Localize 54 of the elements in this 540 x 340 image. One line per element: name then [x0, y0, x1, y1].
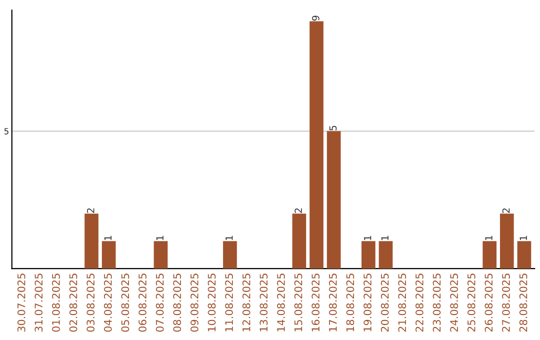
bar: [310, 21, 324, 269]
bar: [378, 241, 393, 269]
bar: [482, 241, 497, 269]
x-tick-label: 30.07.2025: [17, 274, 26, 332]
data-label: 1: [104, 236, 112, 240]
bar: [84, 214, 98, 269]
x-tick-label: 10.08.2025: [208, 274, 216, 332]
x-tick-label: 21.08.2025: [398, 274, 406, 332]
x-tick-label: 05.08.2025: [121, 274, 130, 332]
data-label: 2: [86, 208, 94, 213]
data-label: 1: [381, 236, 388, 240]
data-label: 1: [364, 236, 372, 240]
x-tick-label: 06.08.2025: [138, 274, 146, 332]
x-tick-label: 24.08.2025: [450, 274, 458, 332]
x-tick-label: 13.08.2025: [260, 274, 268, 332]
x-tick-label: 26.08.2025: [484, 274, 493, 332]
x-tick-label: 15.08.2025: [294, 274, 302, 332]
x-tick-label: 17.08.2025: [328, 274, 337, 332]
bar: [326, 131, 341, 269]
bar: [154, 241, 168, 269]
x-tick-label: 01.08.2025: [52, 274, 60, 332]
x-tick-label: 09.08.2025: [190, 274, 198, 332]
bar: [292, 214, 306, 269]
x-tick-label: 25.08.2025: [467, 274, 476, 332]
x-tick-label: 14.08.2025: [277, 274, 285, 332]
bar: [223, 241, 237, 269]
x-tick-label: 11.08.2025: [225, 274, 233, 332]
data-label: 2: [294, 208, 302, 213]
x-tick-label: 02.08.2025: [69, 274, 78, 332]
data-label: 5: [329, 126, 337, 130]
bar: [517, 241, 532, 269]
data-label: 2: [502, 208, 510, 213]
data-label: 1: [156, 236, 164, 240]
x-tick-label: 20.08.2025: [380, 274, 389, 332]
data-label: 1: [520, 236, 527, 240]
x-tick-label: 27.08.2025: [502, 274, 510, 332]
x-tick-label: 04.08.2025: [104, 274, 112, 332]
data-label: 9: [312, 16, 320, 21]
bar: [102, 241, 116, 269]
data-label: 1: [226, 236, 233, 240]
x-tick-label: 12.08.2025: [242, 274, 250, 332]
x-tick-label: 16.08.2025: [312, 274, 320, 332]
x-tick-label: 08.08.2025: [173, 274, 182, 332]
data-label: 1: [485, 236, 492, 240]
bar: [362, 241, 376, 269]
x-tick-label: 31.07.2025: [34, 274, 43, 332]
x-tick-label: 23.08.2025: [432, 274, 441, 332]
x-tick-label: 28.08.2025: [519, 274, 528, 332]
x-tick-label: 19.08.2025: [364, 274, 372, 332]
x-tick-label: 07.08.2025: [156, 274, 164, 332]
bar: [500, 214, 514, 269]
x-tick-label: 22.08.2025: [416, 274, 424, 332]
x-tick-label: 18.08.2025: [346, 274, 354, 332]
x-tick-label: 03.08.2025: [86, 274, 95, 332]
